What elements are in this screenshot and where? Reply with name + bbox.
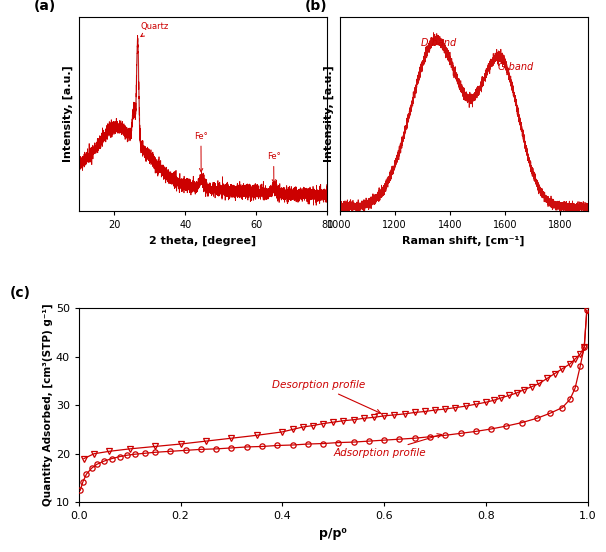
Text: Fe°: Fe° — [194, 131, 208, 172]
X-axis label: Raman shift, [cm⁻¹]: Raman shift, [cm⁻¹] — [402, 236, 525, 246]
Text: Desorption profile: Desorption profile — [272, 380, 381, 413]
Text: Quartz: Quartz — [141, 23, 169, 36]
X-axis label: 2 theta, [degree]: 2 theta, [degree] — [149, 236, 256, 246]
Y-axis label: Intensity, [a.u.]: Intensity, [a.u.] — [63, 65, 73, 162]
Text: Fe°: Fe° — [267, 152, 281, 183]
X-axis label: p/p⁰: p/p⁰ — [319, 527, 347, 540]
Text: G band: G band — [498, 62, 533, 72]
Text: (a): (a) — [34, 0, 56, 13]
Text: D band: D band — [421, 38, 456, 48]
Text: (b): (b) — [305, 0, 327, 13]
Text: (c): (c) — [10, 286, 31, 300]
Text: Adsorption profile: Adsorption profile — [333, 434, 441, 458]
Y-axis label: Intensity, [a.u.]: Intensity, [a.u.] — [324, 65, 334, 162]
Y-axis label: Quantity Adsorbed, [cm³(STP) g⁻¹]: Quantity Adsorbed, [cm³(STP) g⁻¹] — [42, 304, 53, 507]
